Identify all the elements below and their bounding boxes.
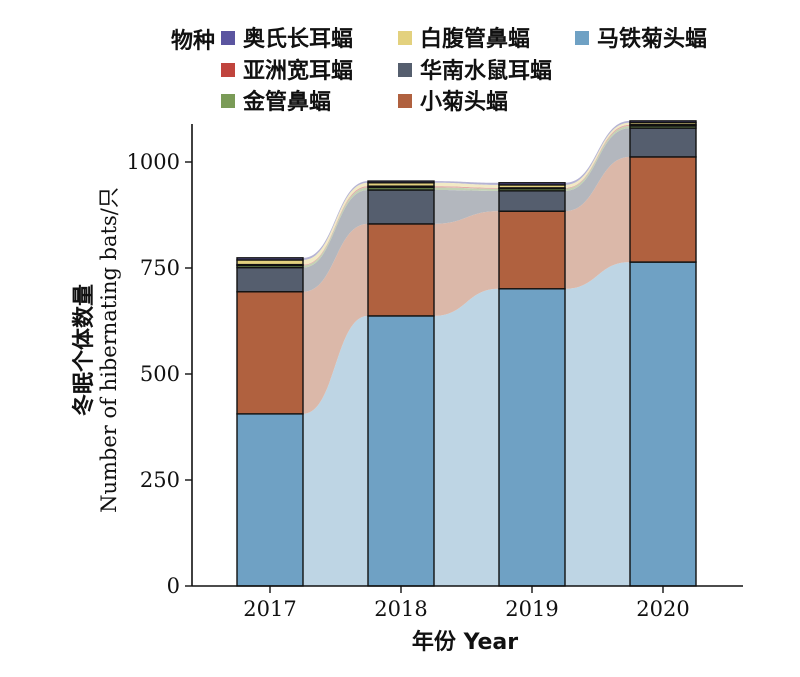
bar-2020-s2 (629, 156, 697, 263)
bar-2018-s3 (367, 189, 435, 225)
bars (236, 120, 697, 587)
bar-2019-s1 (498, 288, 566, 587)
x-tick-label-2018: 2018 (374, 597, 427, 621)
legend-swatch-6 (221, 94, 235, 108)
flow-2018-2019-s4 (434, 187, 499, 191)
flow-2017-2018-s7 (303, 181, 368, 260)
y-tick-label-1000: 1000 (127, 150, 180, 174)
legend-label-3: 马铁菊头蝠 (597, 26, 707, 52)
legend-swatch-4 (221, 63, 235, 77)
flow-2018-2019-s7 (434, 181, 499, 185)
y-axis-label: 冬眠个体数量 Number of hibernating bats/只 (71, 187, 121, 513)
flow-2019-2020-s2 (565, 156, 630, 289)
legend-label-4: 亚洲宽耳蝠 (243, 58, 353, 84)
legend-label-5: 华南水鼠耳蝠 (420, 58, 552, 84)
flow-2018-2019-s3 (434, 189, 499, 224)
flow-2018-2019-s6 (434, 182, 499, 188)
flow-2017-2018-s3 (303, 189, 368, 292)
flow-2019-2020-s1 (565, 262, 630, 586)
bar-2017-s2 (236, 291, 304, 415)
flow-2017-2018-s6 (303, 182, 368, 265)
bar-2018-s2 (367, 223, 435, 317)
x-tick-label-2017: 2017 (243, 597, 296, 621)
flow-2018-2019-s5 (434, 186, 499, 189)
legend-label-2: 白腹管鼻蝠 (420, 26, 530, 52)
bar-2017-s3 (236, 266, 304, 293)
flow-2017-2018-s2 (303, 223, 368, 414)
y-tick-label-750: 750 (140, 256, 180, 280)
bar-2020-s7 (629, 120, 697, 124)
x-axis-label: 年份 Year (412, 629, 518, 655)
bar-2019-s2 (498, 210, 566, 290)
flow-2017-2018-s5 (303, 186, 368, 266)
y-tick-label-0: 0 (167, 574, 180, 598)
flow-2017-2018-s1 (303, 315, 368, 586)
legend-swatch-7 (398, 94, 412, 108)
bar-2017-s7 (236, 257, 304, 261)
axes: 0 250 500 750 1000 2017 2018 2019 2020 (127, 124, 743, 621)
bar-2017-s1 (236, 413, 304, 587)
flow-2019-2020-s5 (565, 124, 630, 189)
y-axis-label-cn: 冬眠个体数量 (71, 284, 97, 416)
flow-2018-2019-s2 (434, 211, 499, 316)
flow-2019-2020-s3 (565, 128, 630, 212)
flow-2018-2019-s1 (434, 288, 499, 586)
bar-2020-s3 (629, 127, 697, 158)
y-tick-label-250: 250 (140, 468, 180, 492)
flow-2017-2018-s4 (303, 187, 368, 268)
legend-title: 物种 (171, 28, 215, 54)
flow-2019-2020-s7 (565, 120, 630, 185)
bar-2019-s3 (498, 190, 566, 212)
legend-label-7: 小菊头蝠 (420, 90, 508, 115)
flow-connectors (303, 120, 630, 586)
legend-swatch-5 (398, 63, 412, 77)
legend-swatch-2 (398, 31, 412, 45)
bar-2020-s1 (629, 261, 697, 587)
y-axis-label-en: Number of hibernating bats/只 (97, 187, 121, 513)
bar-2018-s1 (367, 315, 435, 587)
legend-label-6: 金管鼻蝠 (242, 89, 331, 115)
y-tick-label-500: 500 (140, 362, 180, 386)
legend-swatch-3 (575, 31, 589, 45)
bar-2018-s7 (367, 180, 435, 184)
flow-2019-2020-s6 (565, 122, 630, 188)
bar-2019-s7 (498, 182, 566, 186)
legend-swatch-1 (221, 31, 235, 45)
flow-2019-2020-s4 (565, 125, 630, 191)
x-tick-label-2019: 2019 (505, 597, 558, 621)
x-tick-label-2020: 2020 (636, 597, 689, 621)
legend-label-1: 奥氏长耳蝠 (243, 26, 353, 52)
